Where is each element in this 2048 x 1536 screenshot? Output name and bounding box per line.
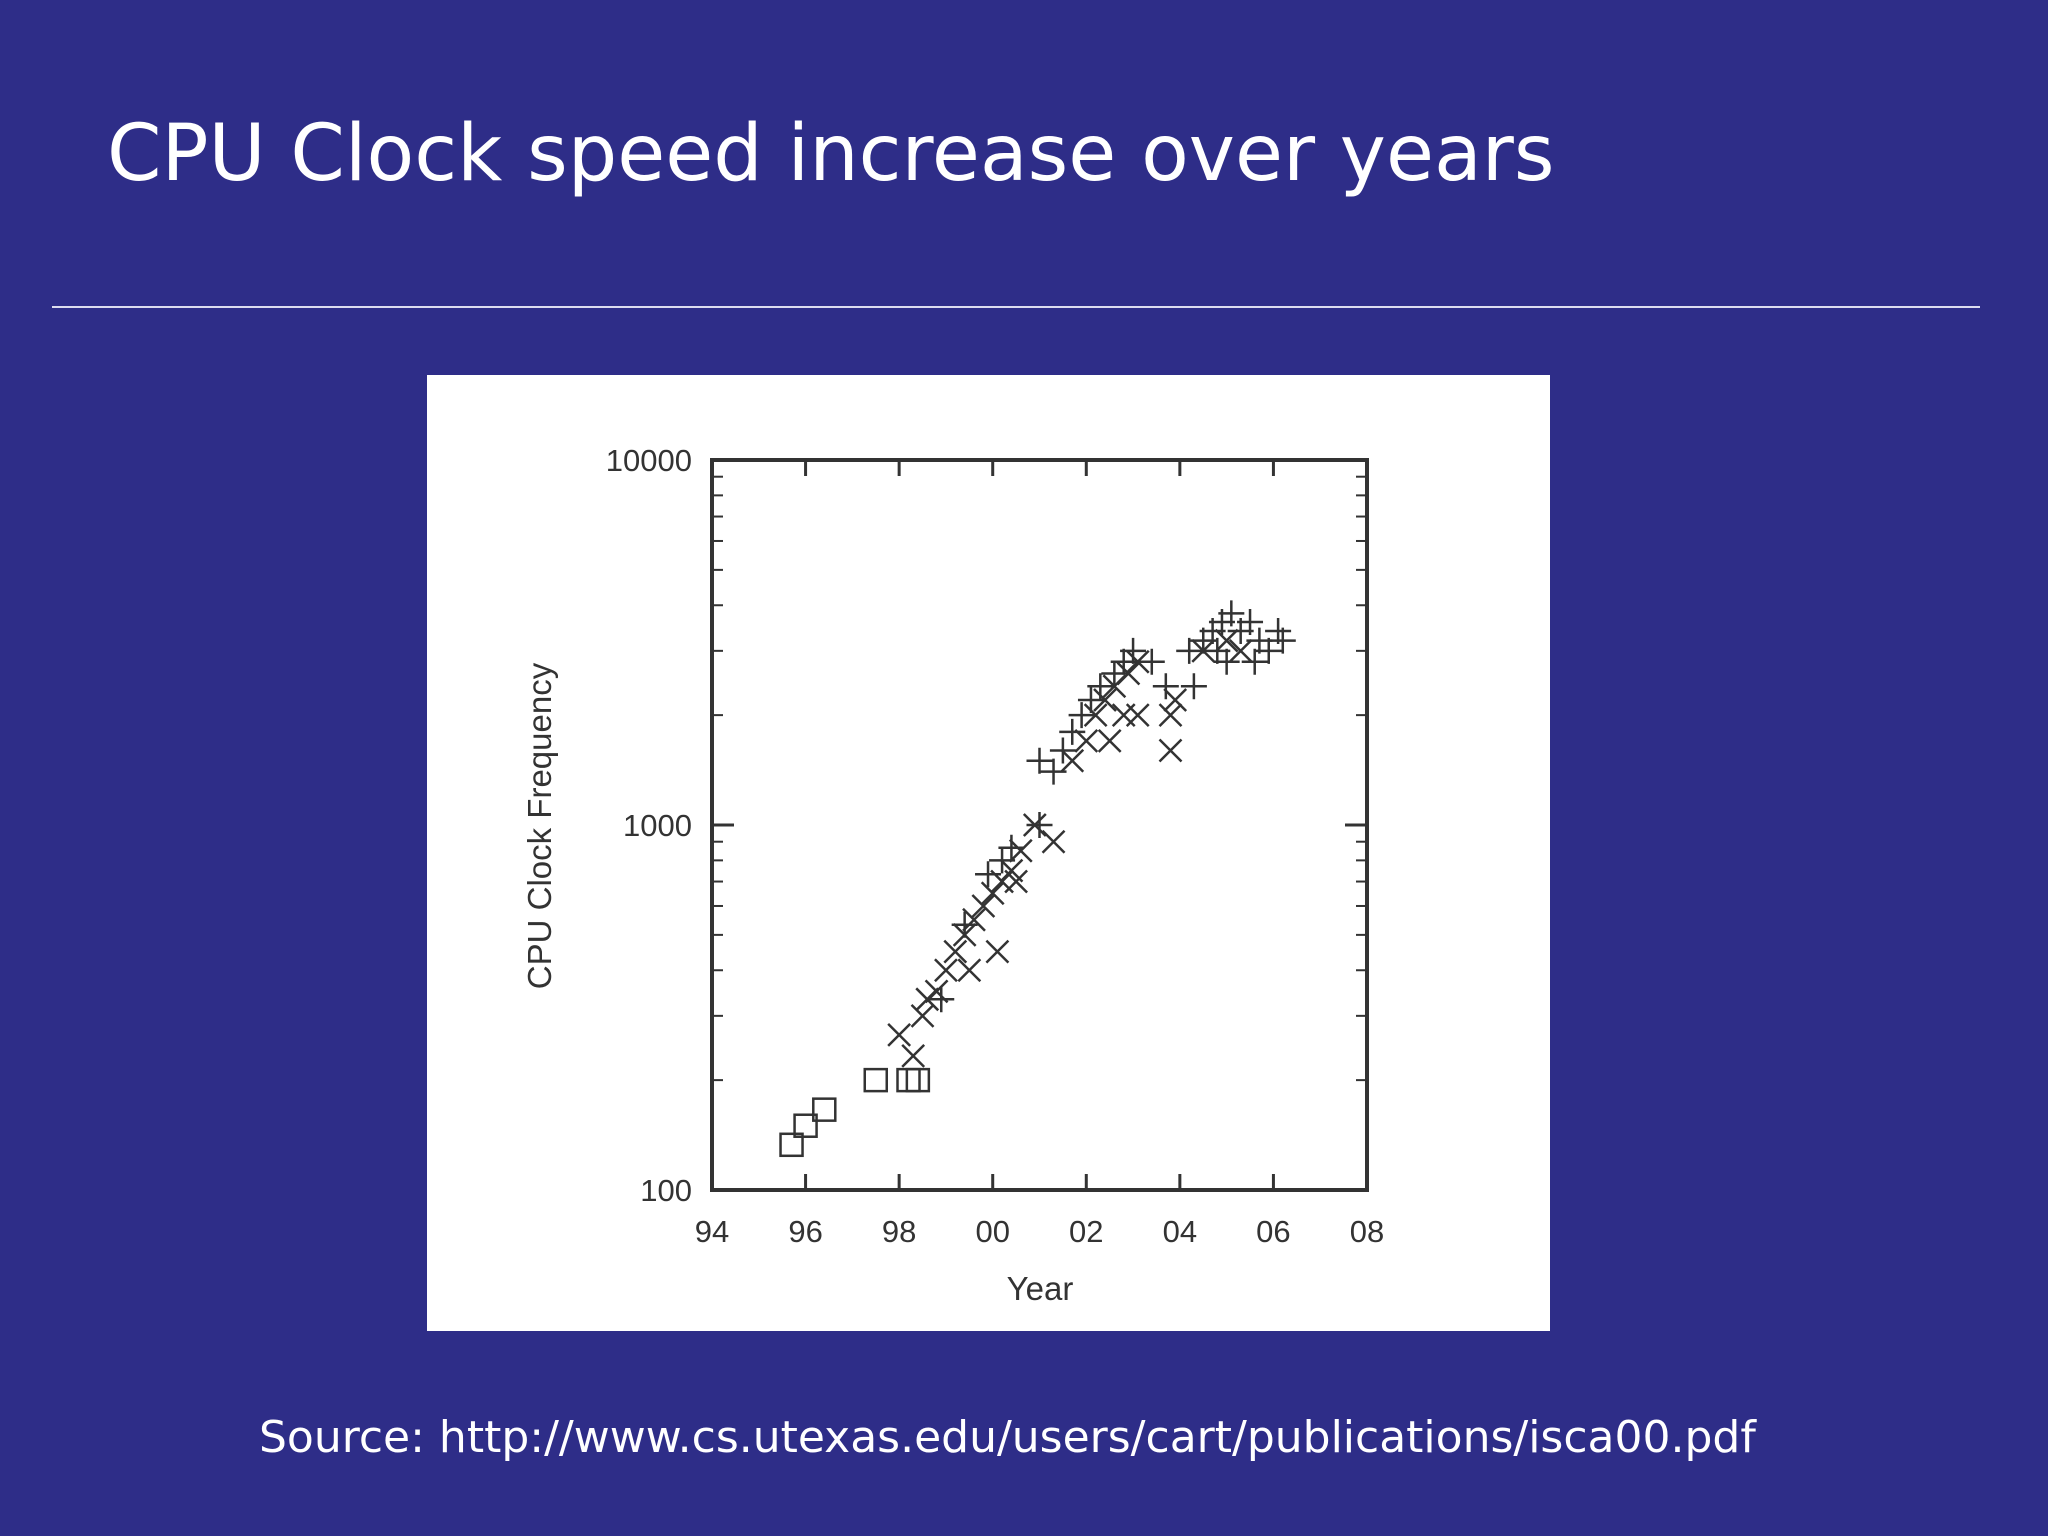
data-point-plus <box>1120 637 1147 664</box>
y-tick-label: 100 <box>640 1173 692 1208</box>
data-point-plus <box>1087 673 1114 700</box>
axis-ticks: 94 96 98 00 02 04 06 08 100 1000 10000 <box>606 443 1384 1249</box>
data-point-plus <box>1204 637 1231 664</box>
data-point-plus <box>1237 608 1264 635</box>
data-point-x <box>1060 748 1085 773</box>
data-point-square <box>779 1132 804 1158</box>
x-tick-label: 02 <box>1069 1214 1103 1249</box>
data-point-plus <box>1241 648 1268 675</box>
x-tick-label: 08 <box>1350 1214 1384 1249</box>
x-axis-label: Year <box>1007 1270 1074 1307</box>
x-tick-label: 04 <box>1163 1214 1197 1249</box>
data-point-x <box>1214 628 1239 653</box>
data-point-plus <box>975 861 1002 888</box>
y-tick-label: 10000 <box>606 443 692 478</box>
data-point-x <box>971 894 996 918</box>
data-point-x <box>1116 661 1141 686</box>
data-points <box>779 600 1296 1158</box>
title-divider <box>52 306 1980 308</box>
chart-panel: 94 96 98 00 02 04 06 08 100 1000 10000 Year CPU Cl… <box>427 375 1550 1331</box>
data-point-x <box>1228 638 1253 663</box>
data-point-x <box>901 1044 926 1068</box>
data-point-x <box>1158 703 1183 728</box>
slide-title: CPU Clock speed increase over years <box>107 109 1555 199</box>
data-point-x <box>1158 738 1183 763</box>
data-point-x <box>943 939 968 964</box>
data-point-plus <box>1218 600 1245 627</box>
data-point-plus <box>1269 627 1296 654</box>
data-point-x <box>934 958 958 983</box>
data-point-plus <box>1026 812 1053 838</box>
data-point-x <box>1008 838 1033 863</box>
data-point-plus <box>1068 702 1095 729</box>
data-point-plus <box>1026 747 1053 774</box>
data-point-plus <box>1049 737 1076 764</box>
x-tick-label: 94 <box>695 1214 729 1249</box>
data-point-plus <box>951 911 978 938</box>
data-point-plus <box>928 986 955 1013</box>
data-point-plus <box>1059 718 1086 745</box>
source-citation: Source: http://www.cs.utexas.edu/users/c… <box>259 1412 1756 1463</box>
x-tick-label: 00 <box>975 1214 1009 1249</box>
data-point-x <box>1097 729 1122 753</box>
data-point-plus <box>1138 648 1165 675</box>
data-point-square <box>905 1067 931 1093</box>
data-point-plus <box>1180 673 1207 700</box>
x-tick-label: 98 <box>882 1214 916 1249</box>
data-point-x <box>910 1003 935 1028</box>
x-tick-label: 06 <box>1256 1214 1290 1249</box>
axis-labels: Year CPU Clock Frequency <box>521 662 1073 1307</box>
data-point-plus <box>1176 637 1203 664</box>
data-point-x <box>985 939 1010 964</box>
y-axis-label: CPU Clock Frequency <box>521 662 558 989</box>
data-point-x <box>1125 703 1150 728</box>
data-point-x <box>1125 649 1150 674</box>
data-point-plus <box>1077 687 1104 714</box>
data-point-x <box>1004 869 1028 894</box>
data-point-square <box>863 1067 888 1093</box>
data-point-plus <box>1152 673 1179 700</box>
data-point-square <box>793 1113 818 1138</box>
chart-svg: 94 96 98 00 02 04 06 08 100 1000 10000 Year CPU Cl… <box>521 443 1384 1307</box>
data-point-square <box>896 1067 921 1093</box>
data-point-x <box>887 1023 912 1047</box>
data-point-plus <box>1255 637 1282 664</box>
data-point-x <box>1083 703 1108 728</box>
data-point-square <box>812 1097 837 1122</box>
data-point-plus <box>998 834 1025 861</box>
data-point-x <box>957 958 982 983</box>
data-point-x <box>962 907 986 932</box>
data-point-x <box>980 881 1005 906</box>
data-point-plus <box>1040 758 1067 785</box>
data-point-x <box>1074 729 1099 753</box>
y-tick-label: 1000 <box>623 808 692 843</box>
data-point-x <box>1163 688 1188 712</box>
data-point-x <box>1093 688 1117 712</box>
x-tick-label: 96 <box>788 1214 822 1249</box>
data-point-x <box>1041 829 1066 854</box>
